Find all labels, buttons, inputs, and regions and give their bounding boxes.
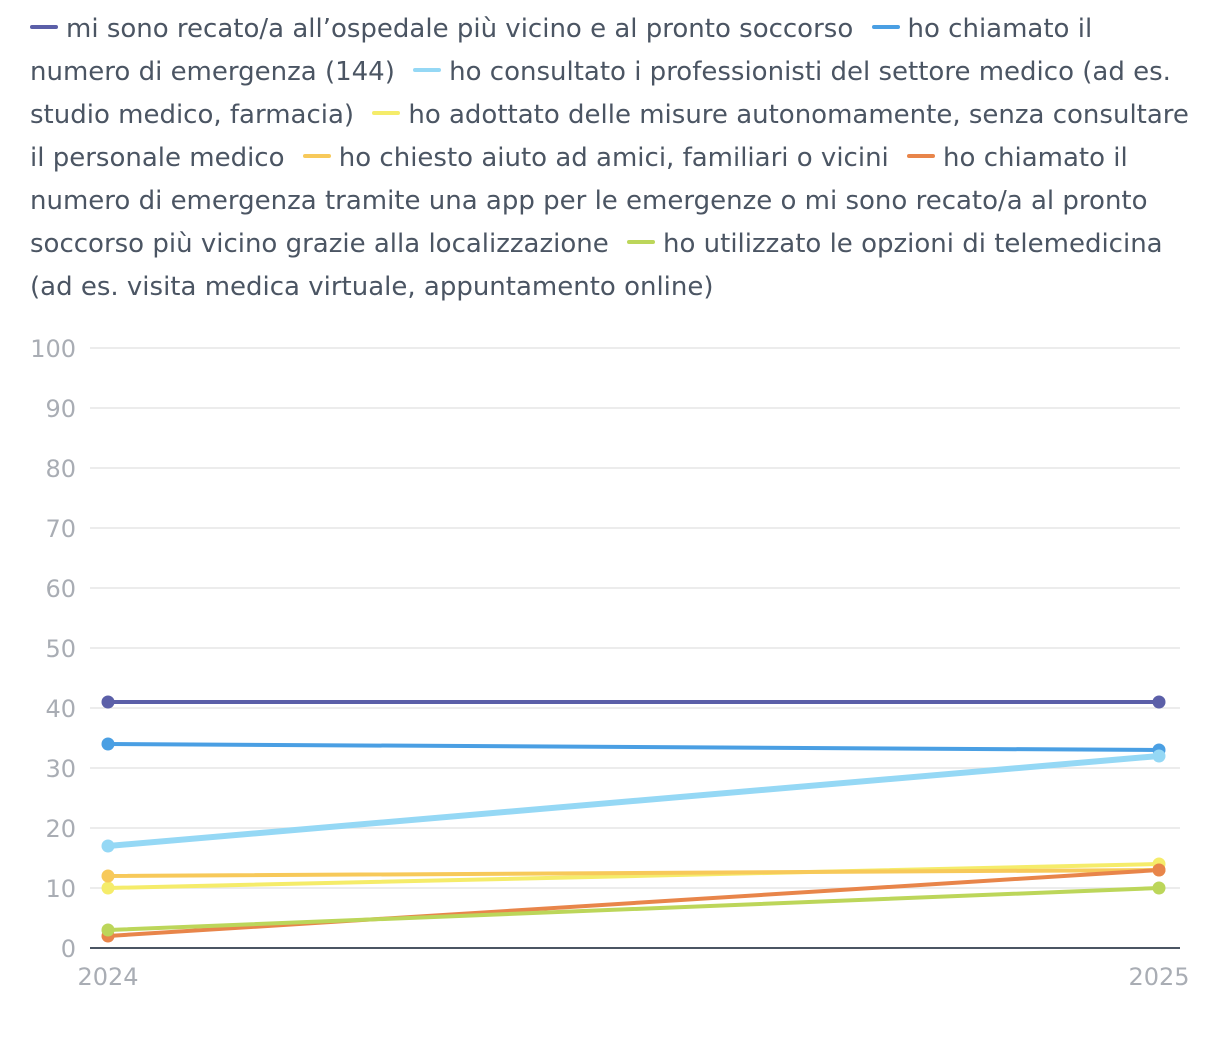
- data-point[interactable]: [101, 923, 115, 937]
- y-tick-label: 50: [45, 635, 76, 663]
- data-point[interactable]: [1152, 695, 1166, 709]
- legend-label: mi sono recato/a all’ospedale più vicino…: [66, 14, 854, 44]
- legend-label: ho chiamato il numero di emergenza trami…: [30, 143, 1148, 259]
- legend-item[interactable]: ho utilizzato le opzioni di telemedicina…: [30, 229, 1163, 302]
- legend-swatch: [372, 110, 401, 115]
- x-tick-label: 2024: [77, 963, 138, 991]
- series-line: [106, 862, 1161, 890]
- series-points: [101, 695, 1166, 943]
- y-tick-label: 70: [45, 515, 76, 543]
- y-tick-label: 80: [45, 455, 76, 483]
- legend-item[interactable]: mi sono recato/a all’ospedale più vicino…: [30, 14, 853, 44]
- series-line: [106, 742, 1161, 752]
- legend-item[interactable]: ho consultato i professionisti del setto…: [30, 57, 1171, 130]
- legend-item[interactable]: ho chiamato il numero di emergenza (144): [30, 14, 1092, 87]
- legend-swatch: [302, 153, 331, 158]
- y-tick-label: 60: [45, 575, 76, 603]
- legend-swatch: [30, 24, 58, 29]
- legend-label: ho consultato i professionisti del setto…: [30, 57, 1171, 130]
- series-line: [106, 868, 1161, 878]
- series-line: [105, 753, 1162, 849]
- legend-swatch: [413, 67, 442, 72]
- legend-label: ho adottato delle misure autonomamente, …: [30, 100, 1189, 173]
- chart-legend: mi sono recato/a all’ospedale più vicino…: [30, 8, 1195, 309]
- grid-lines: [90, 347, 1180, 889]
- series-lines: [105, 700, 1162, 938]
- series-line: [106, 868, 1161, 938]
- data-point[interactable]: [101, 839, 115, 853]
- y-tick-label: 100: [30, 335, 76, 363]
- legend-label: ho utilizzato le opzioni di telemedicina…: [30, 229, 1163, 302]
- y-tick-label: 30: [45, 755, 76, 783]
- legend-item[interactable]: ho adottato delle misure autonomamente, …: [30, 100, 1189, 173]
- y-tick-label: 20: [45, 815, 76, 843]
- series-line: [106, 886, 1161, 932]
- y-tick-label: 90: [45, 395, 76, 423]
- legend-swatch: [871, 24, 900, 29]
- y-tick-label: 10: [45, 875, 76, 903]
- legend-item[interactable]: ho chiesto aiuto ad amici, familiari o v…: [302, 143, 889, 173]
- data-point[interactable]: [101, 695, 115, 709]
- legend-item[interactable]: ho chiamato il numero di emergenza trami…: [30, 143, 1148, 259]
- legend-label: ho chiamato il numero di emergenza (144): [30, 14, 1093, 87]
- data-point[interactable]: [1152, 881, 1166, 895]
- x-tick-label: 2025: [1128, 963, 1189, 991]
- data-point[interactable]: [1152, 749, 1166, 763]
- y-tick-label: 0: [61, 935, 76, 963]
- x-axis-ticks: 2024 2025: [77, 963, 1189, 991]
- y-axis-ticks: 0 10 20 30 40 50 60 70 80 90 100: [30, 335, 76, 963]
- data-point[interactable]: [1152, 863, 1166, 877]
- data-point[interactable]: [101, 881, 115, 895]
- y-tick-label: 40: [45, 695, 76, 723]
- data-point[interactable]: [101, 869, 115, 883]
- legend-swatch: [627, 239, 655, 244]
- legend-label: ho chiesto aiuto ad amici, familiari o v…: [338, 143, 889, 173]
- data-point[interactable]: [101, 737, 115, 751]
- legend-swatch: [907, 153, 936, 158]
